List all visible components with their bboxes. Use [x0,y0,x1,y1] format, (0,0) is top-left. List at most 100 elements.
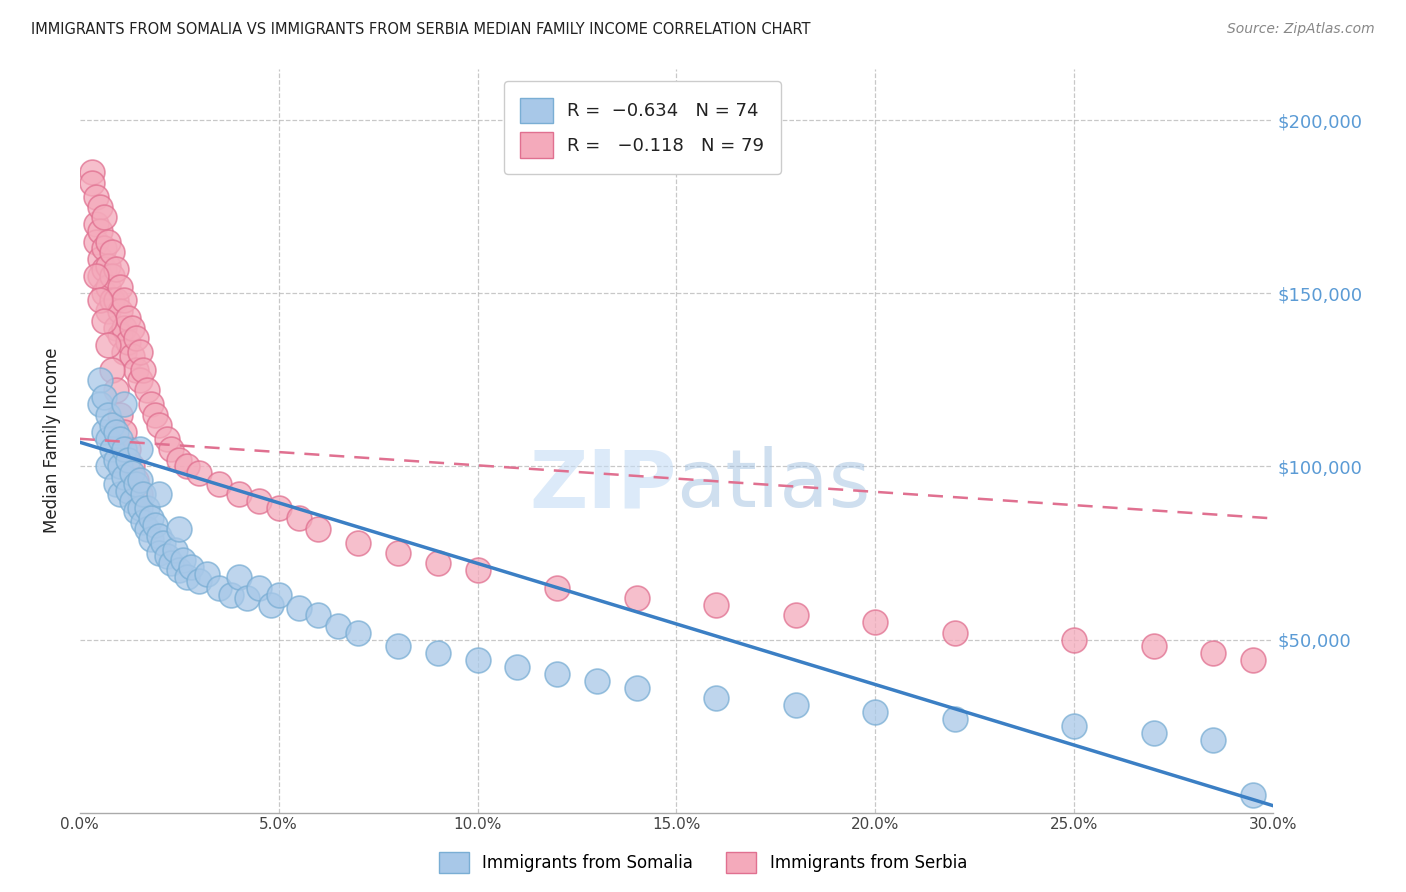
Point [387,640,409,654]
Point [97,235,120,249]
Point [141,511,163,525]
Point [136,501,159,516]
Point [156,549,179,564]
Point [267,501,290,516]
Point [84,217,107,231]
Point [108,459,131,474]
Point [104,262,127,277]
Point [172,553,194,567]
Point [586,673,609,688]
Point [117,442,139,457]
Point [104,293,127,308]
Point [97,338,120,352]
Point [104,476,127,491]
Point [121,349,143,363]
Point [112,470,135,484]
Point [347,535,370,549]
Point [100,293,122,308]
Point [546,581,568,595]
Point [136,522,159,536]
Point [97,303,120,318]
Point [97,459,120,474]
Point [160,557,183,571]
Point [467,563,489,577]
Point [97,432,120,446]
Point [112,293,135,308]
Point [169,563,191,577]
Text: ZIP: ZIP [529,446,676,524]
Point [128,501,150,516]
Point [108,303,131,318]
Point [93,242,115,256]
Point [93,286,115,301]
Text: Source: ZipAtlas.com: Source: ZipAtlas.com [1227,22,1375,37]
Point [785,608,807,623]
Point [108,279,131,293]
Point [84,235,107,249]
Point [117,334,139,349]
Point [89,200,111,214]
Point [117,310,139,325]
Point [1063,719,1085,733]
Point [287,511,309,525]
Point [84,189,107,203]
Point [626,591,648,605]
Point [108,408,131,422]
Point [785,698,807,713]
Point [236,591,259,605]
Point [1202,646,1225,660]
Point [128,442,150,457]
Point [141,532,163,546]
Point [219,588,242,602]
Point [141,397,163,411]
Point [1142,726,1164,740]
Point [132,515,155,529]
Point [104,425,127,439]
Point [148,417,170,432]
Point [132,362,155,376]
Point [108,432,131,446]
Point [121,467,143,481]
Point [108,487,131,501]
Text: IMMIGRANTS FROM SOMALIA VS IMMIGRANTS FROM SERBIA MEDIAN FAMILY INCOME CORRELATI: IMMIGRANTS FROM SOMALIA VS IMMIGRANTS FR… [31,22,810,37]
Point [1241,789,1264,803]
Point [112,397,135,411]
Point [124,476,146,491]
Point [128,487,150,501]
Point [128,473,150,487]
Point [704,598,727,612]
Point [112,321,135,335]
Point [165,542,187,557]
Point [124,504,146,518]
Point [80,176,103,190]
Point [195,566,218,581]
Point [97,259,120,273]
Point [169,522,191,536]
Point [176,459,198,474]
Point [145,518,167,533]
Point [89,269,111,284]
Point [100,442,122,457]
Point [104,384,127,398]
Point [132,487,155,501]
Point [100,244,122,259]
Point [426,557,449,571]
Point [97,408,120,422]
Point [89,252,111,266]
Point [328,618,350,632]
Point [121,321,143,335]
Point [188,574,211,588]
Point [89,373,111,387]
Point [287,601,309,615]
Point [546,667,568,681]
Point [128,345,150,359]
Legend: Immigrants from Somalia, Immigrants from Serbia: Immigrants from Somalia, Immigrants from… [432,846,974,880]
Point [100,417,122,432]
Legend: R =  −0.634   N = 74, R =   −0.118   N = 79: R = −0.634 N = 74, R = −0.118 N = 79 [505,81,780,174]
Point [228,570,250,584]
Point [347,625,370,640]
Point [160,442,183,457]
Point [100,269,122,284]
Point [156,432,179,446]
Point [117,452,139,467]
